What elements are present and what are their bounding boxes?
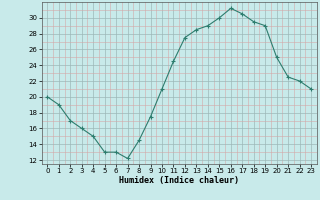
X-axis label: Humidex (Indice chaleur): Humidex (Indice chaleur): [119, 176, 239, 185]
